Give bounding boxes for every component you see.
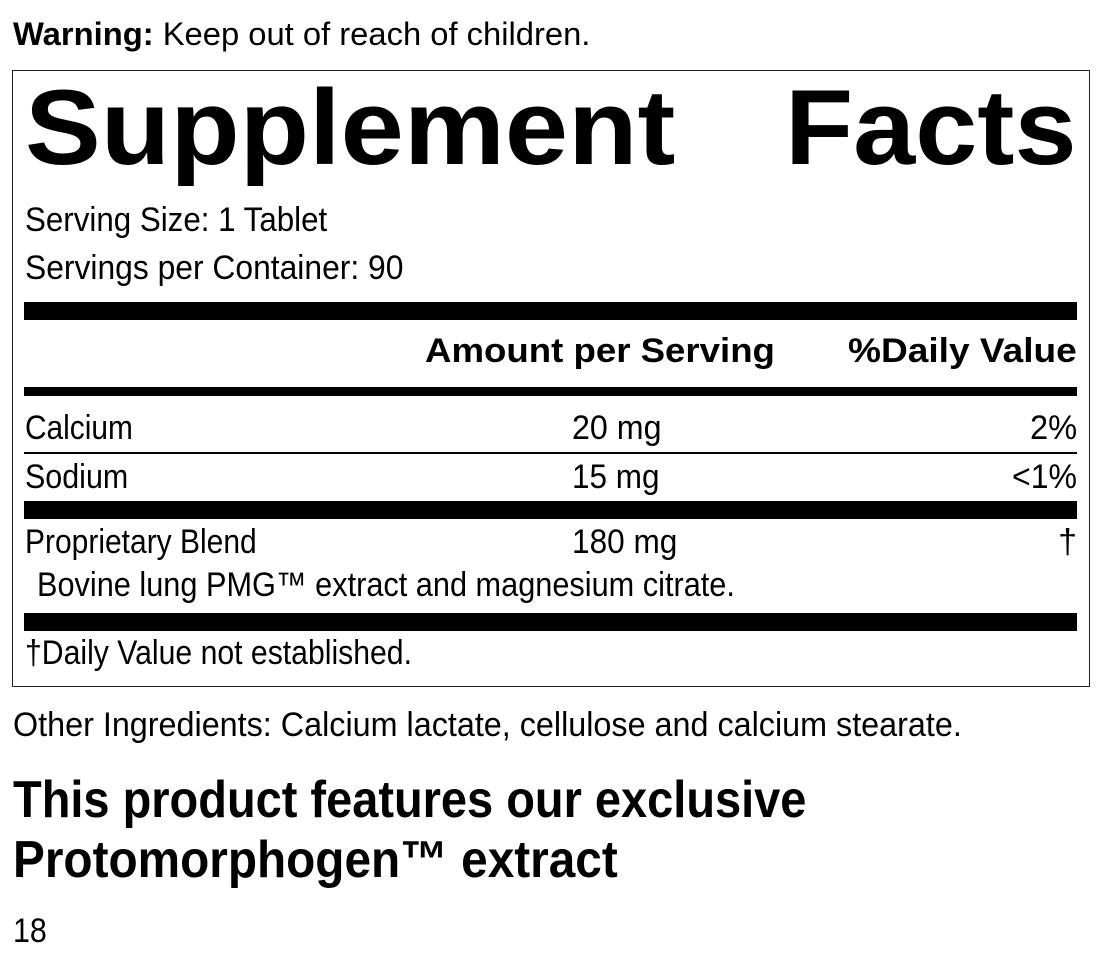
- title-facts: Facts: [785, 67, 1077, 187]
- feature-line-1: This product features our exclusive: [13, 771, 807, 829]
- thick-divider: [24, 613, 1077, 631]
- nutrient-name: Sodium: [25, 458, 129, 496]
- header-amount: Amount per Serving: [425, 332, 775, 370]
- nutrient-amount: 20 mg: [572, 409, 662, 447]
- blend-detail: Bovine lung PMG™ extract and magnesium c…: [37, 566, 735, 604]
- feature-line-2: Protomorphogen™ extract: [13, 831, 618, 889]
- nutrient-name: Proprietary Blend: [25, 523, 257, 561]
- thin-divider: [24, 452, 1077, 454]
- nutrient-dv: †: [1058, 523, 1077, 561]
- nutrient-name: Calcium: [25, 409, 133, 447]
- servings-per-container: Servings per Container: 90: [25, 249, 404, 287]
- thick-divider: [24, 302, 1077, 320]
- warning-body: Keep out of reach of children.: [153, 16, 591, 52]
- medium-divider: [24, 387, 1077, 396]
- nutrient-dv: 2%: [1029, 409, 1077, 447]
- other-ingredients: Other Ingredients: Calcium lactate, cell…: [13, 706, 962, 744]
- warning-label: Warning:: [13, 16, 154, 52]
- footnote: †Daily Value not established.: [25, 634, 412, 672]
- title-supplement: Supplement: [25, 67, 676, 187]
- nutrient-amount: 15 mg: [572, 458, 660, 496]
- page-number: 18: [13, 912, 47, 950]
- header-daily-value: %Daily Value: [848, 332, 1077, 370]
- warning-text: Warning: Keep out of reach of children.: [13, 18, 590, 50]
- nutrient-amount: 180 mg: [572, 523, 678, 561]
- supplement-facts-panel: [12, 70, 1090, 687]
- nutrient-dv: <1%: [1012, 458, 1077, 496]
- serving-size: Serving Size: 1 Tablet: [25, 201, 328, 239]
- thick-divider: [24, 501, 1077, 519]
